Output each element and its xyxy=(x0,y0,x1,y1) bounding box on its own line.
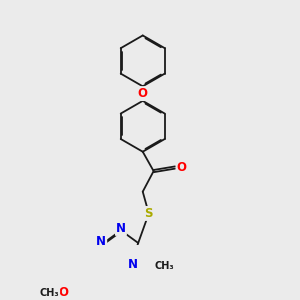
Text: S: S xyxy=(145,207,153,220)
Text: N: N xyxy=(96,236,106,248)
Text: CH₃: CH₃ xyxy=(40,288,59,298)
Text: N: N xyxy=(116,222,126,235)
Text: O: O xyxy=(176,161,187,174)
Text: N: N xyxy=(128,258,138,271)
Text: O: O xyxy=(58,286,68,299)
Text: O: O xyxy=(138,87,148,100)
Text: CH₃: CH₃ xyxy=(154,261,174,271)
